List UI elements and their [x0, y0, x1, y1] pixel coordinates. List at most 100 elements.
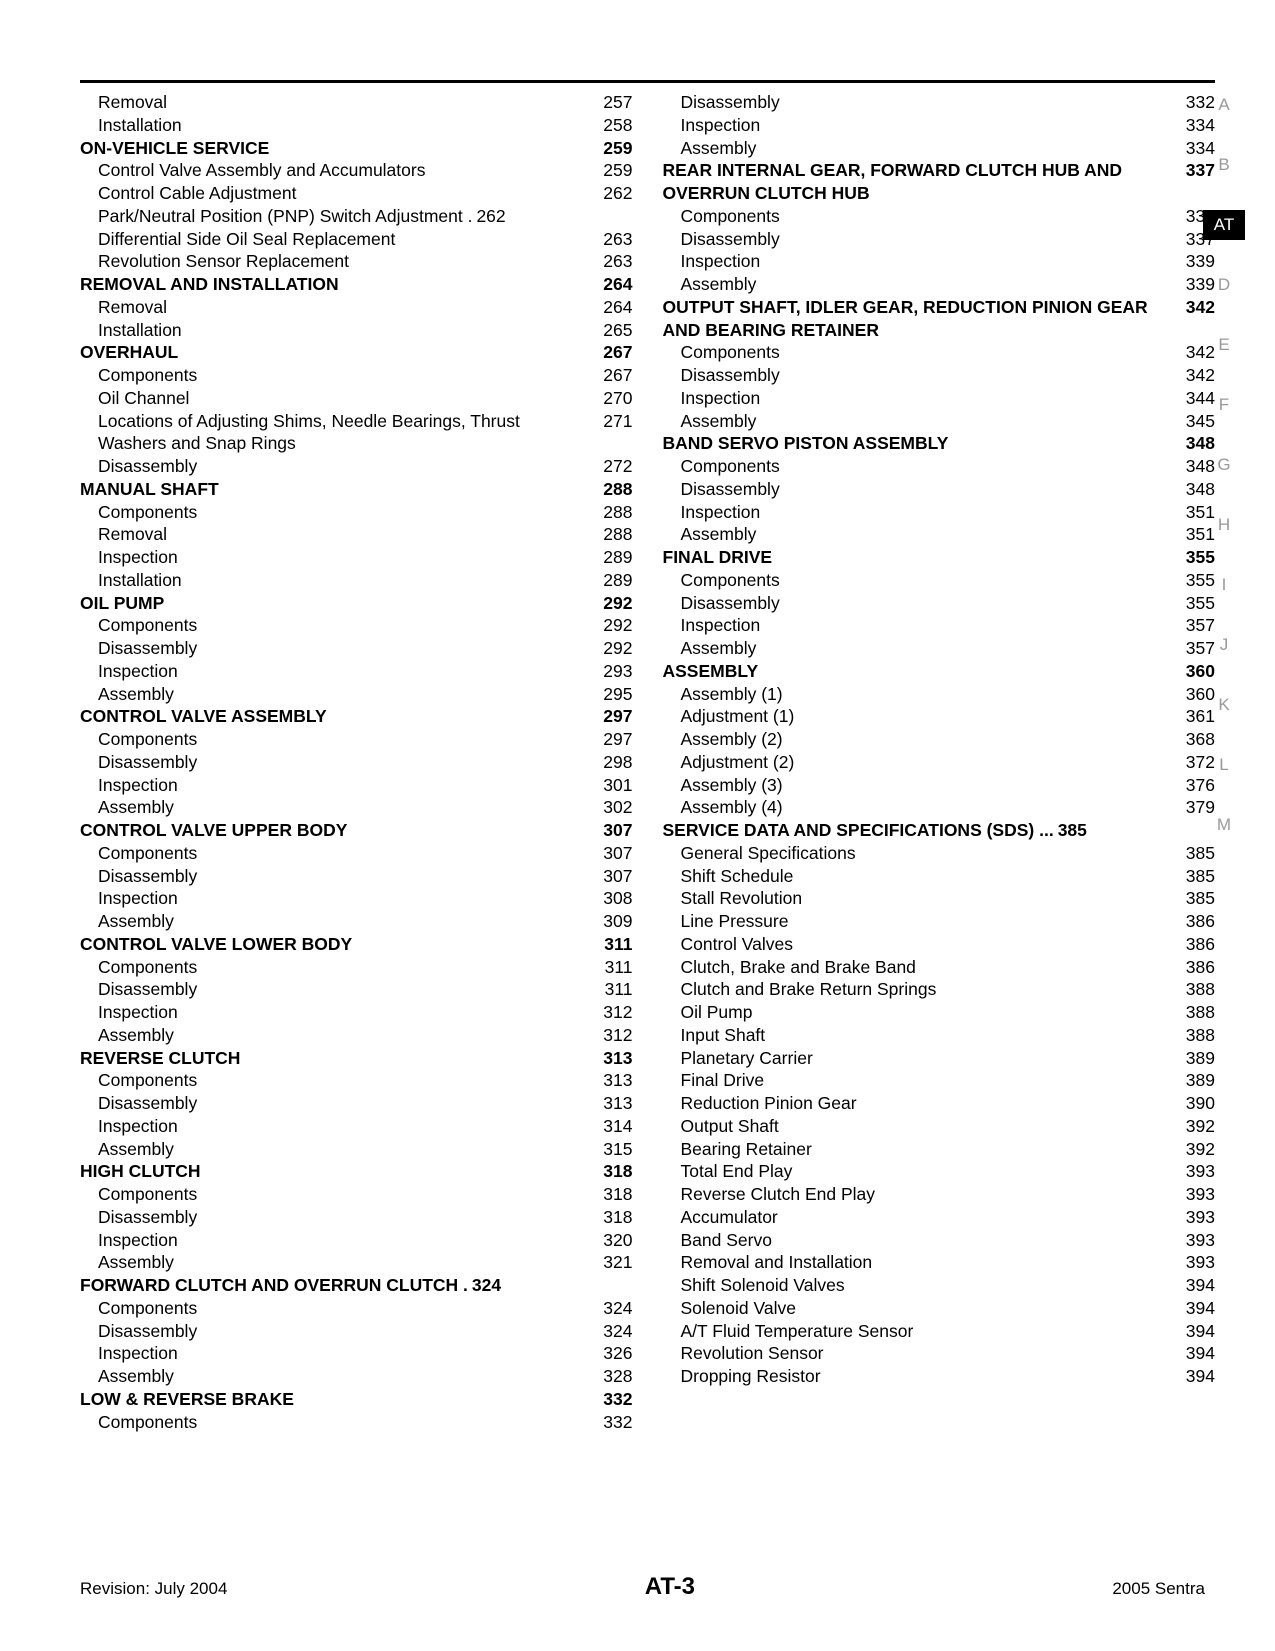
toc-sub-line[interactable]: Bearing Retainer392 [663, 1138, 1216, 1161]
toc-sub-line[interactable]: Components337 [663, 205, 1216, 228]
toc-sub-line[interactable]: Inspection289 [80, 546, 633, 569]
toc-sub-line[interactable]: Assembly (2)368 [663, 728, 1216, 751]
toc-sub-line[interactable]: Clutch, Brake and Brake Band386 [663, 956, 1216, 979]
toc-sub-line[interactable]: Stall Revolution385 [663, 887, 1216, 910]
toc-sub-line[interactable]: Oil Channel270 [80, 387, 633, 410]
toc-section-line[interactable]: OUTPUT SHAFT, IDLER GEAR, REDUCTION PINI… [663, 296, 1216, 342]
toc-sub-line[interactable]: Assembly312 [80, 1024, 633, 1047]
toc-sub-line[interactable]: Installation265 [80, 319, 633, 342]
toc-sub-line[interactable]: Input Shaft388 [663, 1024, 1216, 1047]
toc-sub-line[interactable]: Assembly295 [80, 683, 633, 706]
toc-sub-line[interactable]: Assembly315 [80, 1138, 633, 1161]
toc-sub-line[interactable]: Oil Pump388 [663, 1001, 1216, 1024]
toc-sub-line[interactable]: Inspection293 [80, 660, 633, 683]
toc-sub-line[interactable]: Removal and Installation393 [663, 1251, 1216, 1274]
toc-sub-line[interactable]: Components318 [80, 1183, 633, 1206]
toc-sub-line[interactable]: Inspection334 [663, 114, 1216, 137]
toc-sub-line[interactable]: Planetary Carrier389 [663, 1047, 1216, 1070]
toc-sub-line[interactable]: Components311 [80, 956, 633, 979]
toc-sub-line[interactable]: A/T Fluid Temperature Sensor394 [663, 1320, 1216, 1343]
toc-sub-line[interactable]: Installation258 [80, 114, 633, 137]
toc-sub-line[interactable]: Disassembly332 [663, 91, 1216, 114]
toc-sub-line[interactable]: Inspection326 [80, 1342, 633, 1365]
toc-sub-line[interactable]: Inspection339 [663, 250, 1216, 273]
toc-sub-line[interactable]: Final Drive389 [663, 1069, 1216, 1092]
toc-sub-line[interactable]: Components355 [663, 569, 1216, 592]
toc-sub-line[interactable]: Reduction Pinion Gear390 [663, 1092, 1216, 1115]
toc-sub-line[interactable]: Control Valve Assembly and Accumulators2… [80, 159, 633, 182]
toc-sub-line[interactable]: Band Servo393 [663, 1229, 1216, 1252]
toc-sub-line[interactable]: Assembly309 [80, 910, 633, 933]
toc-sub-line[interactable]: Locations of Adjusting Shims, Needle Bea… [80, 410, 633, 456]
toc-sub-line[interactable]: Assembly321 [80, 1251, 633, 1274]
toc-sub-line[interactable]: Assembly (4)379 [663, 796, 1216, 819]
toc-sub-line[interactable]: Components342 [663, 341, 1216, 364]
toc-sub-line[interactable]: Assembly345 [663, 410, 1216, 433]
toc-sub-line[interactable]: Disassembly348 [663, 478, 1216, 501]
toc-sub-line[interactable]: Components307 [80, 842, 633, 865]
section-tab-a[interactable]: A [1203, 90, 1245, 120]
toc-sub-line[interactable]: Components297 [80, 728, 633, 751]
toc-sub-line[interactable]: Assembly334 [663, 137, 1216, 160]
section-tab-d[interactable]: D [1203, 270, 1245, 300]
toc-sub-line[interactable]: Disassembly355 [663, 592, 1216, 615]
toc-sub-line[interactable]: Disassembly318 [80, 1206, 633, 1229]
section-tab-e[interactable]: E [1203, 330, 1245, 360]
toc-section-line[interactable]: OIL PUMP292 [80, 592, 633, 615]
toc-section-line[interactable]: REVERSE CLUTCH313 [80, 1047, 633, 1070]
toc-section-line[interactable]: HIGH CLUTCH318 [80, 1160, 633, 1183]
toc-sub-line[interactable]: Inspection320 [80, 1229, 633, 1252]
toc-sub-line[interactable]: Assembly302 [80, 796, 633, 819]
section-tab-at[interactable]: AT [1203, 210, 1245, 240]
toc-sub-line[interactable]: Components324 [80, 1297, 633, 1320]
toc-section-line[interactable]: LOW & REVERSE BRAKE332 [80, 1388, 633, 1411]
section-tab-j[interactable]: J [1203, 630, 1245, 660]
toc-sub-line[interactable]: Inspection351 [663, 501, 1216, 524]
toc-sub-line[interactable]: Shift Solenoid Valves394 [663, 1274, 1216, 1297]
toc-sub-line[interactable]: Dropping Resistor394 [663, 1365, 1216, 1388]
section-tab-h[interactable]: H [1203, 510, 1245, 540]
toc-sub-line[interactable]: Assembly (1)360 [663, 683, 1216, 706]
toc-sub-line[interactable]: Output Shaft392 [663, 1115, 1216, 1138]
toc-section-line[interactable]: REMOVAL AND INSTALLATION264 [80, 273, 633, 296]
section-tab-g[interactable]: G [1203, 450, 1245, 480]
toc-sub-line[interactable]: Disassembly337 [663, 228, 1216, 251]
toc-sub-line[interactable]: Assembly351 [663, 523, 1216, 546]
toc-sub-line[interactable]: Disassembly311 [80, 978, 633, 1001]
toc-section-line[interactable]: BAND SERVO PISTON ASSEMBLY348 [663, 432, 1216, 455]
section-tab-i[interactable]: I [1203, 570, 1245, 600]
section-tab-m[interactable]: M [1203, 810, 1245, 840]
toc-sub-line[interactable]: Disassembly313 [80, 1092, 633, 1115]
toc-sub-line[interactable]: Removal257 [80, 91, 633, 114]
toc-sub-line[interactable]: Inspection344 [663, 387, 1216, 410]
toc-section-line[interactable]: SERVICE DATA AND SPECIFICATIONS (SDS) ..… [663, 819, 1216, 842]
toc-sub-line[interactable]: Inspection301 [80, 774, 633, 797]
toc-sub-line[interactable]: Accumulator393 [663, 1206, 1216, 1229]
toc-section-line[interactable]: MANUAL SHAFT288 [80, 478, 633, 501]
toc-sub-line[interactable]: Components332 [80, 1411, 633, 1434]
toc-sub-line[interactable]: Control Valves386 [663, 933, 1216, 956]
toc-sub-line[interactable]: Solenoid Valve394 [663, 1297, 1216, 1320]
toc-sub-line[interactable]: Assembly357 [663, 637, 1216, 660]
toc-section-line[interactable]: FINAL DRIVE355 [663, 546, 1216, 569]
toc-sub-line[interactable]: Clutch and Brake Return Springs388 [663, 978, 1216, 1001]
toc-sub-line[interactable]: Revolution Sensor Replacement263 [80, 250, 633, 273]
toc-section-line[interactable]: CONTROL VALVE ASSEMBLY297 [80, 705, 633, 728]
section-tab-k[interactable]: K [1203, 690, 1245, 720]
toc-sub-line[interactable]: Control Cable Adjustment262 [80, 182, 633, 205]
toc-sub-line[interactable]: Components348 [663, 455, 1216, 478]
toc-sub-line[interactable]: General Specifications385 [663, 842, 1216, 865]
toc-sub-line[interactable]: Disassembly307 [80, 865, 633, 888]
toc-sub-line[interactable]: Disassembly342 [663, 364, 1216, 387]
toc-sub-line[interactable]: Components292 [80, 614, 633, 637]
toc-section-line[interactable]: REAR INTERNAL GEAR, FORWARD CLUTCH HUB A… [663, 159, 1216, 205]
toc-sub-line[interactable]: Disassembly292 [80, 637, 633, 660]
toc-sub-line[interactable]: Assembly328 [80, 1365, 633, 1388]
toc-sub-line[interactable]: Reverse Clutch End Play393 [663, 1183, 1216, 1206]
toc-sub-line[interactable]: Inspection357 [663, 614, 1216, 637]
toc-section-line[interactable]: OVERHAUL267 [80, 341, 633, 364]
toc-section-line[interactable]: FORWARD CLUTCH AND OVERRUN CLUTCH . 324 [80, 1274, 633, 1297]
toc-sub-line[interactable]: Components288 [80, 501, 633, 524]
section-tab-f[interactable]: F [1203, 390, 1245, 420]
toc-section-line[interactable]: ON-VEHICLE SERVICE259 [80, 137, 633, 160]
